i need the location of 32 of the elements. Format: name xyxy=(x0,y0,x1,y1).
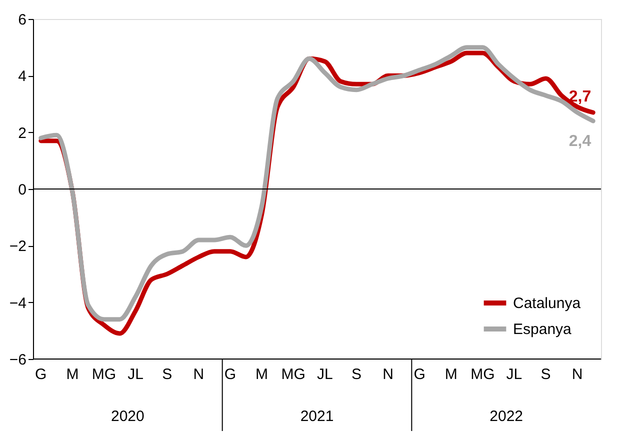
y-tick-label: 4 xyxy=(18,68,26,86)
x-tick-label: S xyxy=(351,366,362,383)
x-tick-label: MG xyxy=(470,366,495,383)
data-label: 2,4 xyxy=(568,133,592,150)
x-tick-label: JL xyxy=(316,366,333,383)
text: 2020 xyxy=(110,408,144,425)
x-tick-label: N xyxy=(382,366,394,383)
x-tick-label: M xyxy=(66,366,79,383)
x-tick-label: MG xyxy=(92,366,116,383)
y-tick-label: 6 xyxy=(18,12,26,28)
y-tick-label: −4 xyxy=(9,294,26,312)
legend-label: Espanya xyxy=(513,321,572,338)
y-tick-label: 0 xyxy=(18,182,26,198)
x-tick-label: G xyxy=(414,366,426,383)
legend-label: Catalunya xyxy=(513,295,582,312)
text: 2022 xyxy=(490,408,524,425)
x-tick-label: JL xyxy=(506,366,522,383)
x-tick-label: JL xyxy=(128,366,144,383)
x-tick-label: MG xyxy=(281,366,306,383)
x-tick-label: S xyxy=(162,366,172,383)
y-tick-label: −2 xyxy=(9,238,26,256)
text: 2021 xyxy=(300,408,334,425)
x-tick-label: N xyxy=(193,366,204,383)
x-tick-label: M xyxy=(444,366,458,383)
y-tick-label: 2 xyxy=(18,124,26,142)
x-tick-label: G xyxy=(224,366,236,383)
data-label: 2,7 xyxy=(568,88,592,106)
y-tick-label: −6 xyxy=(9,352,26,368)
x-tick-label: M xyxy=(256,366,268,383)
x-tick-label: S xyxy=(540,366,551,383)
x-tick-label: N xyxy=(572,366,583,383)
x-tick-label: G xyxy=(35,366,47,383)
